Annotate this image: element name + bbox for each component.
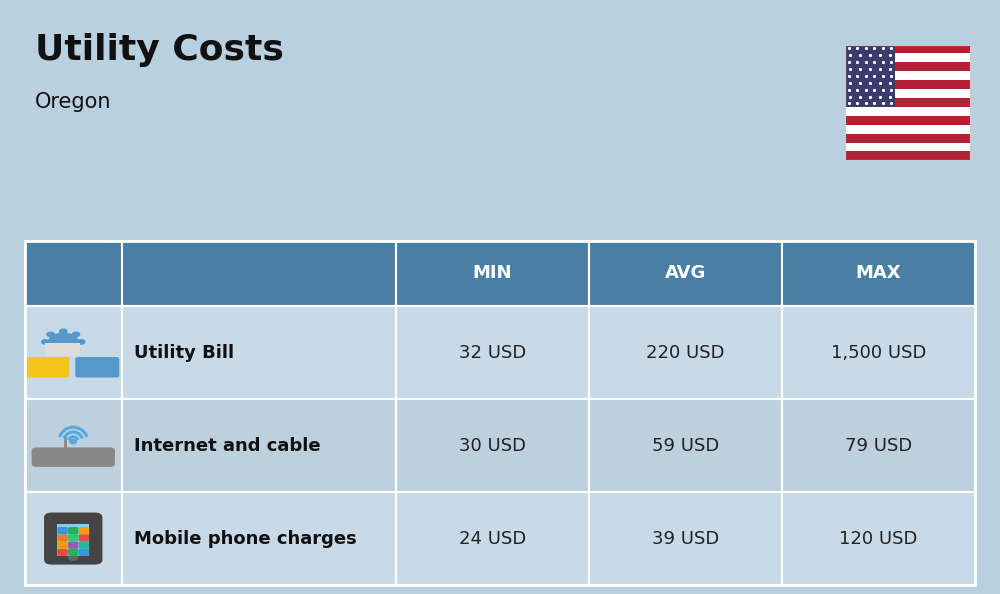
Bar xyxy=(25,492,122,585)
Bar xyxy=(845,98,970,107)
Text: 32 USD: 32 USD xyxy=(459,343,526,362)
Circle shape xyxy=(70,440,77,444)
Text: 59 USD: 59 USD xyxy=(652,437,719,454)
Text: Utility Bill: Utility Bill xyxy=(134,343,234,362)
Bar xyxy=(782,241,975,306)
Bar xyxy=(396,399,589,492)
Bar xyxy=(589,492,782,585)
Text: MIN: MIN xyxy=(473,264,512,282)
Text: 39 USD: 39 USD xyxy=(652,530,719,548)
Bar xyxy=(122,399,396,492)
Bar xyxy=(396,241,589,306)
Circle shape xyxy=(72,332,80,337)
Bar xyxy=(845,62,970,71)
Bar xyxy=(589,399,782,492)
Circle shape xyxy=(78,340,85,344)
Text: 220 USD: 220 USD xyxy=(646,343,725,362)
Bar xyxy=(396,306,589,399)
Circle shape xyxy=(72,347,80,352)
Text: Mobile phone charges: Mobile phone charges xyxy=(134,530,356,548)
Bar xyxy=(845,45,970,53)
Bar xyxy=(845,53,970,62)
Bar xyxy=(25,241,122,306)
FancyBboxPatch shape xyxy=(68,549,78,556)
FancyBboxPatch shape xyxy=(75,357,119,378)
Bar xyxy=(845,143,970,151)
Text: 30 USD: 30 USD xyxy=(459,437,526,454)
Bar xyxy=(845,80,970,89)
Text: 79 USD: 79 USD xyxy=(845,437,912,454)
Bar xyxy=(25,399,122,492)
Bar xyxy=(25,241,975,585)
Bar xyxy=(45,343,80,356)
Text: Internet and cable: Internet and cable xyxy=(134,437,320,454)
FancyBboxPatch shape xyxy=(79,527,89,534)
Circle shape xyxy=(42,340,49,344)
Bar xyxy=(845,125,970,134)
Circle shape xyxy=(47,332,54,337)
Bar xyxy=(782,306,975,399)
Bar xyxy=(845,89,970,98)
Bar xyxy=(782,399,975,492)
Text: 1,500 USD: 1,500 USD xyxy=(831,343,926,362)
Circle shape xyxy=(60,350,67,355)
Bar xyxy=(845,116,970,125)
Text: Utility Costs: Utility Costs xyxy=(35,33,284,67)
Bar xyxy=(845,151,970,160)
FancyBboxPatch shape xyxy=(79,549,89,556)
Bar xyxy=(122,492,396,585)
FancyBboxPatch shape xyxy=(57,534,68,542)
Bar xyxy=(122,306,396,399)
FancyBboxPatch shape xyxy=(25,357,69,378)
Bar xyxy=(25,306,122,399)
Bar xyxy=(57,524,89,557)
Bar xyxy=(845,45,970,160)
Bar xyxy=(589,241,782,306)
Bar xyxy=(845,107,970,116)
FancyBboxPatch shape xyxy=(68,542,78,549)
Circle shape xyxy=(49,333,78,350)
Circle shape xyxy=(69,555,77,560)
Bar xyxy=(845,71,970,80)
Bar xyxy=(782,492,975,585)
Text: MAX: MAX xyxy=(856,264,901,282)
FancyBboxPatch shape xyxy=(68,527,78,534)
Text: 24 USD: 24 USD xyxy=(459,530,526,548)
FancyBboxPatch shape xyxy=(79,542,89,549)
Text: 120 USD: 120 USD xyxy=(839,530,918,548)
Bar xyxy=(845,45,895,107)
FancyBboxPatch shape xyxy=(44,513,102,565)
FancyBboxPatch shape xyxy=(57,549,68,556)
Bar xyxy=(122,241,396,306)
Bar xyxy=(396,492,589,585)
FancyBboxPatch shape xyxy=(79,534,89,542)
FancyBboxPatch shape xyxy=(68,534,78,542)
FancyBboxPatch shape xyxy=(57,527,68,534)
Text: Oregon: Oregon xyxy=(35,92,112,112)
FancyBboxPatch shape xyxy=(32,447,115,467)
Text: AVG: AVG xyxy=(665,264,706,282)
Circle shape xyxy=(47,347,54,352)
Circle shape xyxy=(60,329,67,333)
Bar xyxy=(845,134,970,143)
FancyBboxPatch shape xyxy=(57,542,68,549)
Bar xyxy=(589,306,782,399)
